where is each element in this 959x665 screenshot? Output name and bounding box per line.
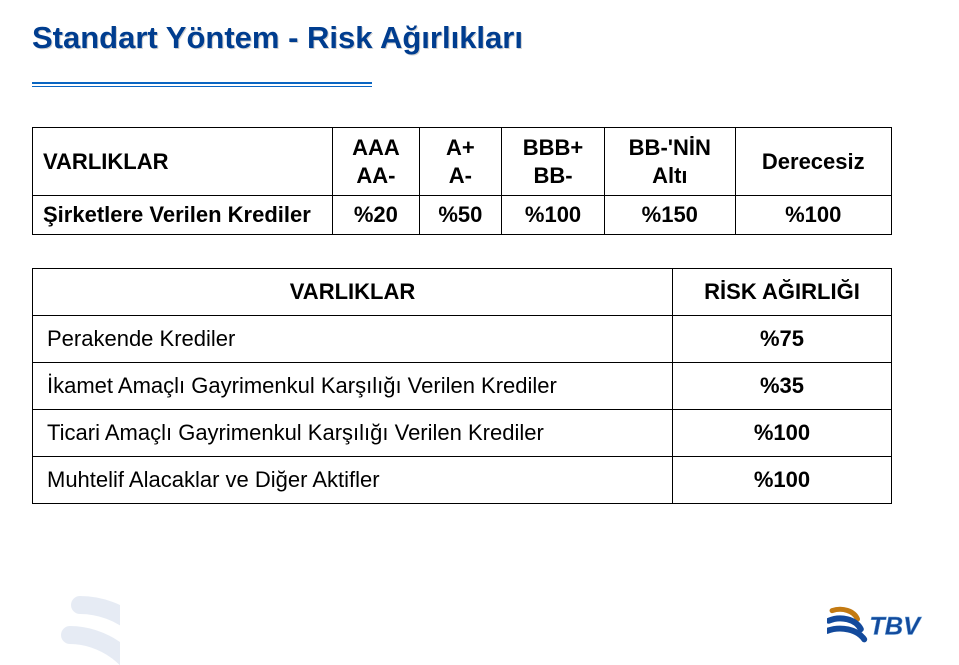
col-header-rating: BBB+BB- [502,128,605,196]
cell-val: %100 [673,457,892,504]
col-header-rating: A+A- [419,128,501,196]
col-header-risk-weight: RİSK AĞIRLIĞI [673,269,892,316]
cell-val: %50 [419,196,501,235]
col-header-rating: AAAAA- [333,128,420,196]
watermark-logo [0,555,120,665]
row-label: Muhtelif Alacaklar ve Diğer Aktifler [33,457,673,504]
row-label: İkamet Amaçlı Gayrimenkul Karşılığı Veri… [33,363,673,410]
table-row: VARLIKLAR RİSK AĞIRLIĞI [33,269,892,316]
risk-weight-table: VARLIKLAR RİSK AĞIRLIĞI Perakende Kredil… [32,268,892,504]
table-row: Ticari Amaçlı Gayrimenkul Karşılığı Veri… [33,410,892,457]
cell-val: %35 [673,363,892,410]
title-underline [32,82,372,87]
slide-title: Standart Yöntem - Risk Ağırlıkları [32,20,523,56]
logo-text: TBV [869,612,922,640]
cell-val: %100 [735,196,891,235]
footer-logo: TBV [827,605,937,645]
row-label: Şirketlere Verilen Krediler [33,196,333,235]
table-row: Şirketlere Verilen Krediler %20 %50 %100… [33,196,892,235]
col-header-assets: VARLIKLAR [33,128,333,196]
cell-val: %100 [673,410,892,457]
table-row: İkamet Amaçlı Gayrimenkul Karşılığı Veri… [33,363,892,410]
table-row: Muhtelif Alacaklar ve Diğer Aktifler %10… [33,457,892,504]
cell-val: %150 [605,196,735,235]
row-label: Ticari Amaçlı Gayrimenkul Karşılığı Veri… [33,410,673,457]
cell-val: %75 [673,316,892,363]
col-header-rating: BB-'NİNAltı [605,128,735,196]
col-header-rating: Derecesiz [735,128,891,196]
ratings-table: VARLIKLAR AAAAA- A+A- BBB+BB- BB-'NİNAlt… [32,127,892,235]
table-row: Perakende Krediler %75 [33,316,892,363]
cell-val: %100 [502,196,605,235]
row-label: Perakende Krediler [33,316,673,363]
table-row: VARLIKLAR AAAAA- A+A- BBB+BB- BB-'NİNAlt… [33,128,892,196]
cell-val: %20 [333,196,420,235]
col-header-assets: VARLIKLAR [33,269,673,316]
